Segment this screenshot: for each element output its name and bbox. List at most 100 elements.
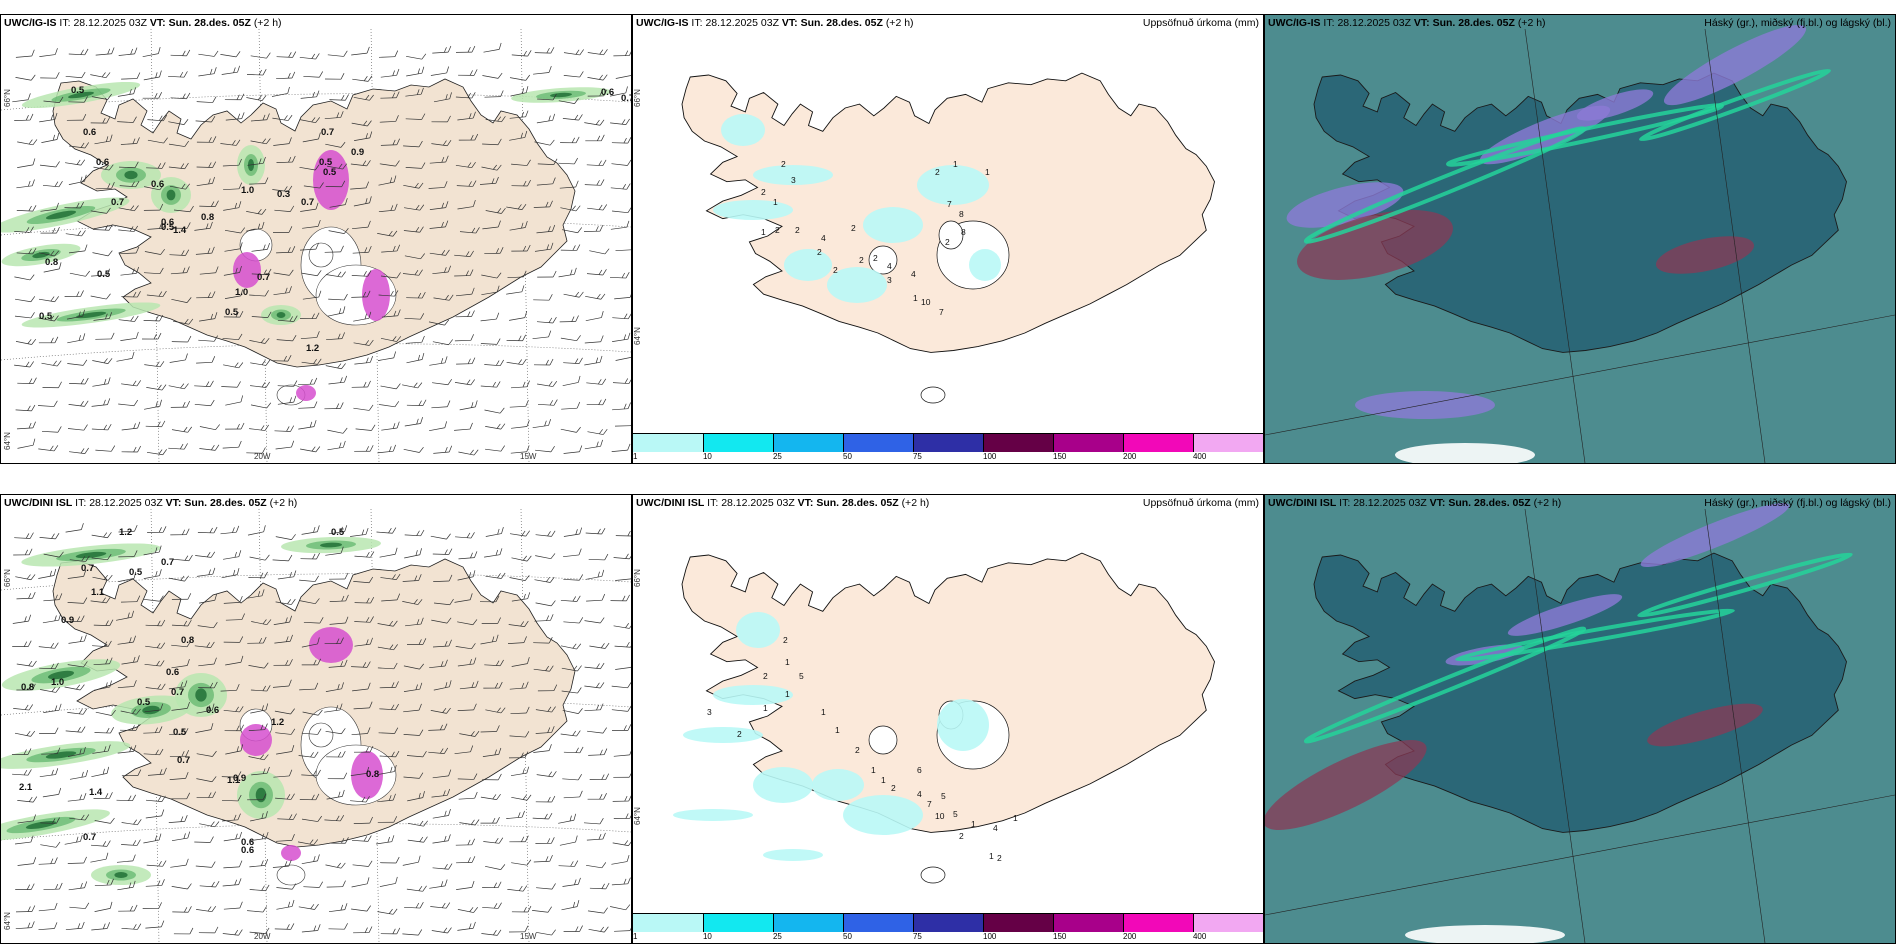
wind-value-label: 0.5 <box>71 85 85 96</box>
precip-value-label: 1 <box>763 703 768 713</box>
precip-area-heavy <box>67 91 95 99</box>
wind-barb <box>509 220 528 231</box>
wind-barb <box>95 709 116 716</box>
wind-barb <box>38 336 59 344</box>
precip-area <box>673 809 753 821</box>
high-cloud <box>1640 503 1790 567</box>
wind-barb <box>145 809 165 819</box>
wind-barb <box>377 230 398 237</box>
colorbar-cell <box>633 914 703 932</box>
wind-barb <box>583 224 604 232</box>
wind-barb <box>143 203 164 211</box>
wind-barb <box>142 902 162 909</box>
wind-barb <box>353 816 373 824</box>
wind-barb <box>196 136 217 143</box>
wind-barb <box>170 400 190 408</box>
wind-barb <box>586 832 606 841</box>
wind-barb <box>509 835 529 843</box>
wind-barb <box>404 313 425 320</box>
wind-barb <box>118 205 139 212</box>
precip-value-label: 1 <box>785 689 790 699</box>
wind-value-label: 0.5 <box>173 727 187 738</box>
wind-barb <box>143 748 164 756</box>
precip-value-label: 1 <box>881 775 886 785</box>
wind-barb <box>352 75 373 82</box>
wind-barb <box>171 831 191 842</box>
wind-value-label: 0.5 <box>129 567 143 578</box>
wind-barb <box>249 927 270 934</box>
lead-time: (+2 h) <box>885 17 914 29</box>
model-name: UWC/DINI ISL <box>4 497 73 509</box>
wind-barb <box>91 268 110 277</box>
colorbar-cell <box>702 914 773 932</box>
wind-barb <box>225 112 245 121</box>
wind-barb <box>354 445 374 452</box>
precip-area <box>713 685 793 705</box>
wind-barb <box>510 86 529 97</box>
precip-value-label: 2 <box>783 635 788 645</box>
precip-value-label: 1 <box>761 227 766 237</box>
valid-time: Sun. 28.des. 05Z <box>184 497 267 509</box>
wind-barb <box>38 315 59 322</box>
wind-barb <box>560 136 580 144</box>
precip-value-label: 2 <box>945 237 950 247</box>
wind-barb <box>248 723 268 731</box>
precip-value-label: 8 <box>961 227 966 237</box>
wind-barb <box>221 813 241 822</box>
wind-barb <box>327 50 348 57</box>
longitude-line <box>150 508 160 943</box>
wind-barb <box>534 242 554 252</box>
wind-barb <box>170 858 189 868</box>
wind-barb <box>195 723 214 733</box>
wind-barb <box>118 904 138 912</box>
wind-barb <box>67 359 88 366</box>
wind-barb <box>509 74 531 81</box>
snow-core <box>233 252 261 288</box>
precip-area-heavy <box>114 872 128 878</box>
wind-barb <box>168 140 189 147</box>
wind-barb <box>506 334 527 342</box>
wind-barb <box>94 817 115 824</box>
wind-barb <box>563 925 583 932</box>
wind-value-label: 0.5 <box>225 307 239 318</box>
wind-barb <box>325 728 346 735</box>
wind-barb <box>428 723 448 731</box>
wind-barb <box>196 161 217 168</box>
wind-barb <box>407 820 428 827</box>
wind-barb <box>92 640 112 648</box>
wind-barb <box>454 379 475 386</box>
wind-barb <box>67 333 86 344</box>
wind-barb <box>91 532 112 539</box>
wind-barb <box>406 885 427 892</box>
wind-value-label: 0.7 <box>111 197 124 208</box>
lat-label-66: 66°N <box>633 89 642 107</box>
wind-barb <box>223 596 243 604</box>
wind-barb <box>481 617 501 624</box>
colorbar-cell <box>1052 434 1123 452</box>
wind-barb <box>380 927 401 935</box>
grid-line <box>1524 28 1586 463</box>
precip-value-label: 5 <box>953 809 958 819</box>
wind-barb <box>511 244 531 252</box>
wind-barb <box>300 90 320 99</box>
wind-barb <box>146 860 167 867</box>
precip-area <box>753 767 813 803</box>
wind-barb <box>301 270 322 277</box>
wind-barb <box>95 445 116 452</box>
glacier <box>938 220 964 250</box>
precip-value-label: 7 <box>927 799 932 809</box>
colorbar-label: 400 <box>1192 932 1207 941</box>
colorbar-label: 400 <box>1192 452 1207 461</box>
precip-value-label: 1 <box>913 293 918 303</box>
wind-barb <box>146 290 167 298</box>
wind-barb <box>194 641 215 648</box>
wind-barb <box>509 110 529 119</box>
wind-barb <box>456 357 476 365</box>
wind-barb <box>40 226 60 234</box>
wind-barb <box>249 337 270 344</box>
wind-barb <box>198 67 217 77</box>
wind-barb <box>220 139 241 146</box>
wind-barb <box>224 289 244 299</box>
wind-barb <box>535 929 556 936</box>
